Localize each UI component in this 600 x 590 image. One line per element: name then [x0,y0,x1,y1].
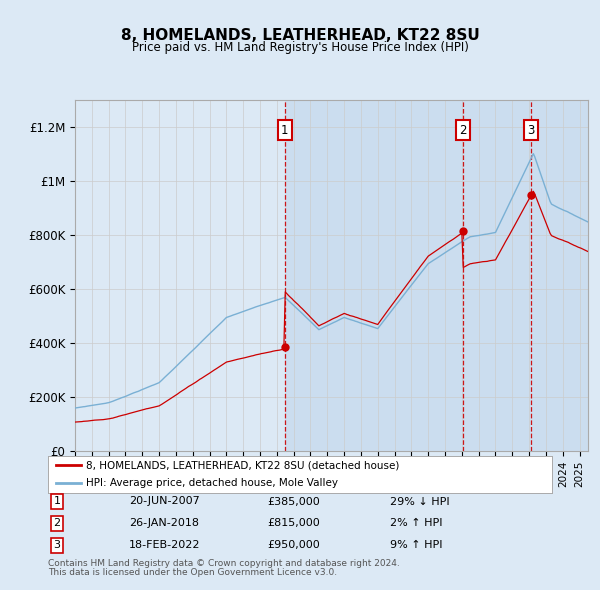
Text: 3: 3 [527,123,535,136]
Text: 3: 3 [53,540,61,550]
Text: 8, HOMELANDS, LEATHERHEAD, KT22 8SU: 8, HOMELANDS, LEATHERHEAD, KT22 8SU [121,28,479,43]
Text: 2: 2 [459,123,467,136]
Text: This data is licensed under the Open Government Licence v3.0.: This data is licensed under the Open Gov… [48,568,337,577]
Text: 8, HOMELANDS, LEATHERHEAD, KT22 8SU (detached house): 8, HOMELANDS, LEATHERHEAD, KT22 8SU (det… [86,460,399,470]
Text: 1: 1 [53,497,61,506]
Text: 18-FEB-2022: 18-FEB-2022 [129,540,200,550]
Text: 26-JAN-2018: 26-JAN-2018 [129,519,199,528]
Bar [463,100,531,451]
Text: Contains HM Land Registry data © Crown copyright and database right 2024.: Contains HM Land Registry data © Crown c… [48,559,400,568]
Bar [285,100,463,451]
Text: £385,000: £385,000 [267,497,320,506]
Text: Price paid vs. HM Land Registry's House Price Index (HPI): Price paid vs. HM Land Registry's House … [131,41,469,54]
Text: 9% ↑ HPI: 9% ↑ HPI [390,540,443,550]
Text: £950,000: £950,000 [267,540,320,550]
Text: 2% ↑ HPI: 2% ↑ HPI [390,519,443,528]
Text: 2: 2 [53,519,61,528]
Text: 20-JUN-2007: 20-JUN-2007 [129,497,200,506]
Text: 29% ↓ HPI: 29% ↓ HPI [390,497,449,506]
Text: 1: 1 [281,123,289,136]
Text: HPI: Average price, detached house, Mole Valley: HPI: Average price, detached house, Mole… [86,478,338,488]
Bar [531,100,588,451]
Text: £815,000: £815,000 [267,519,320,528]
